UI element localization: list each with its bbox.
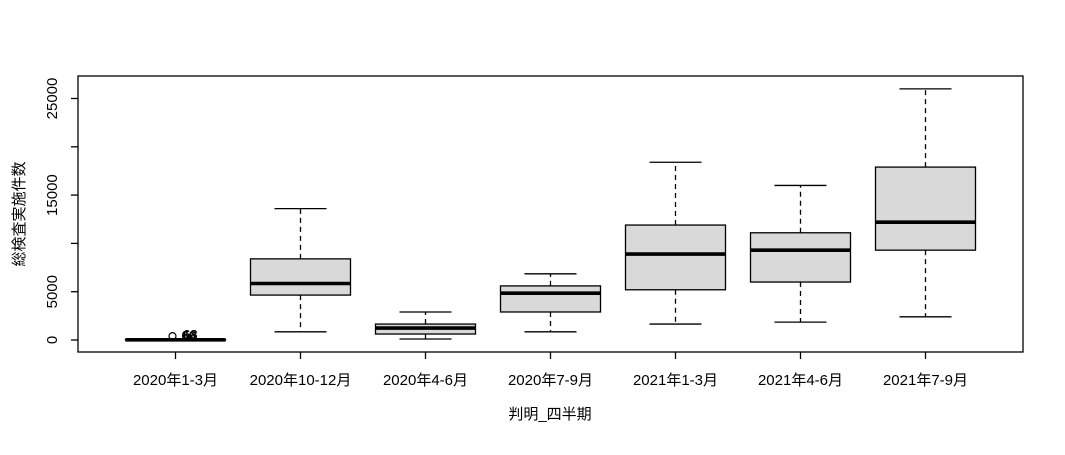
y-tick-label: 0 <box>44 336 61 344</box>
box-iqr <box>624 224 727 291</box>
box-iqr <box>499 285 602 313</box>
box-iqr <box>749 232 852 283</box>
outlier-label: 68 <box>183 327 197 342</box>
x-tick-label: 2020年10-12月 <box>250 372 352 389</box>
x-tick-label: 2021年1-3月 <box>633 372 718 389</box>
y-tick-label: 5000 <box>44 275 61 308</box>
x-tick-label: 2020年1-3月 <box>133 372 218 389</box>
y-tick-label: 15000 <box>44 174 61 216</box>
outlier-point <box>168 332 177 341</box>
x-tick-label: 2020年7-9月 <box>508 372 593 389</box>
y-tick-label: 25000 <box>44 78 61 120</box>
box-iqr <box>874 166 977 251</box>
x-tick-label: 2020年4-6月 <box>383 372 468 389</box>
x-tick-label: 2021年4-6月 <box>758 372 843 389</box>
box-iqr <box>249 258 352 296</box>
x-tick-label: 2021年7-9月 <box>883 372 968 389</box>
x-axis-title: 判明_四半期 <box>508 406 591 423</box>
chart-layer: 0 5000 15000 25000 2020年1-3月 2020年10-12月 2020年… <box>44 75 1024 389</box>
outlier-label: 66 <box>182 328 196 343</box>
y-axis-title: 総検査実施件数 <box>11 161 28 266</box>
